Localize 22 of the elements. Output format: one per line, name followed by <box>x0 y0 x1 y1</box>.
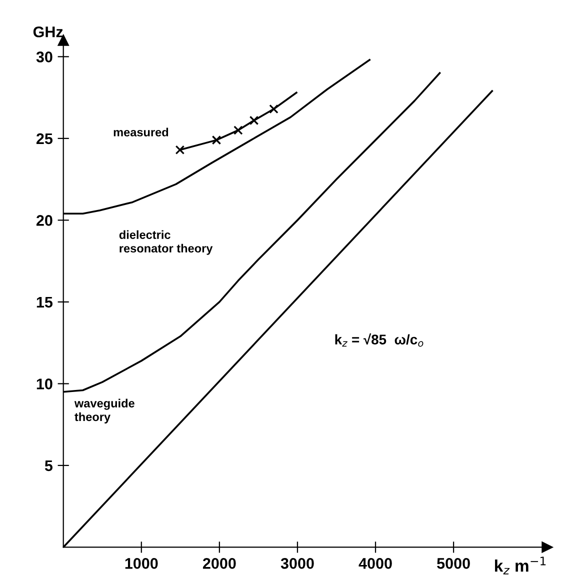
y-tick-label: 25 <box>36 133 53 144</box>
point <box>175 145 185 155</box>
y-tick-label: 20 <box>36 215 52 226</box>
y-tick-label: 15 <box>36 296 53 308</box>
y-tick-label: 30 <box>36 52 52 62</box>
point <box>249 116 259 126</box>
text: dielectric resonator theory <box>119 230 213 255</box>
x-tick-label: 4000 <box>358 558 392 569</box>
series-label: measured <box>114 128 168 136</box>
point <box>212 135 222 145</box>
y-tick-label: 5 <box>44 460 53 472</box>
x-axis-title: k$_{z}$ m$^{−1}$ <box>495 556 546 574</box>
point <box>269 104 278 114</box>
point <box>234 126 243 135</box>
annotation: k$_{z}$ = √85 ω/c$_{o}$ <box>335 333 424 347</box>
x-tick-label: 3000 <box>280 558 314 569</box>
series-label: waveguide theory <box>74 398 134 424</box>
y-axis-title: GHz <box>33 26 63 38</box>
x-tick-label: 5000 <box>437 558 470 569</box>
x-tick-label: 2000 <box>202 558 236 569</box>
y-tick-label: 10 <box>36 378 52 390</box>
x-tick-label: 1000 <box>125 558 158 569</box>
